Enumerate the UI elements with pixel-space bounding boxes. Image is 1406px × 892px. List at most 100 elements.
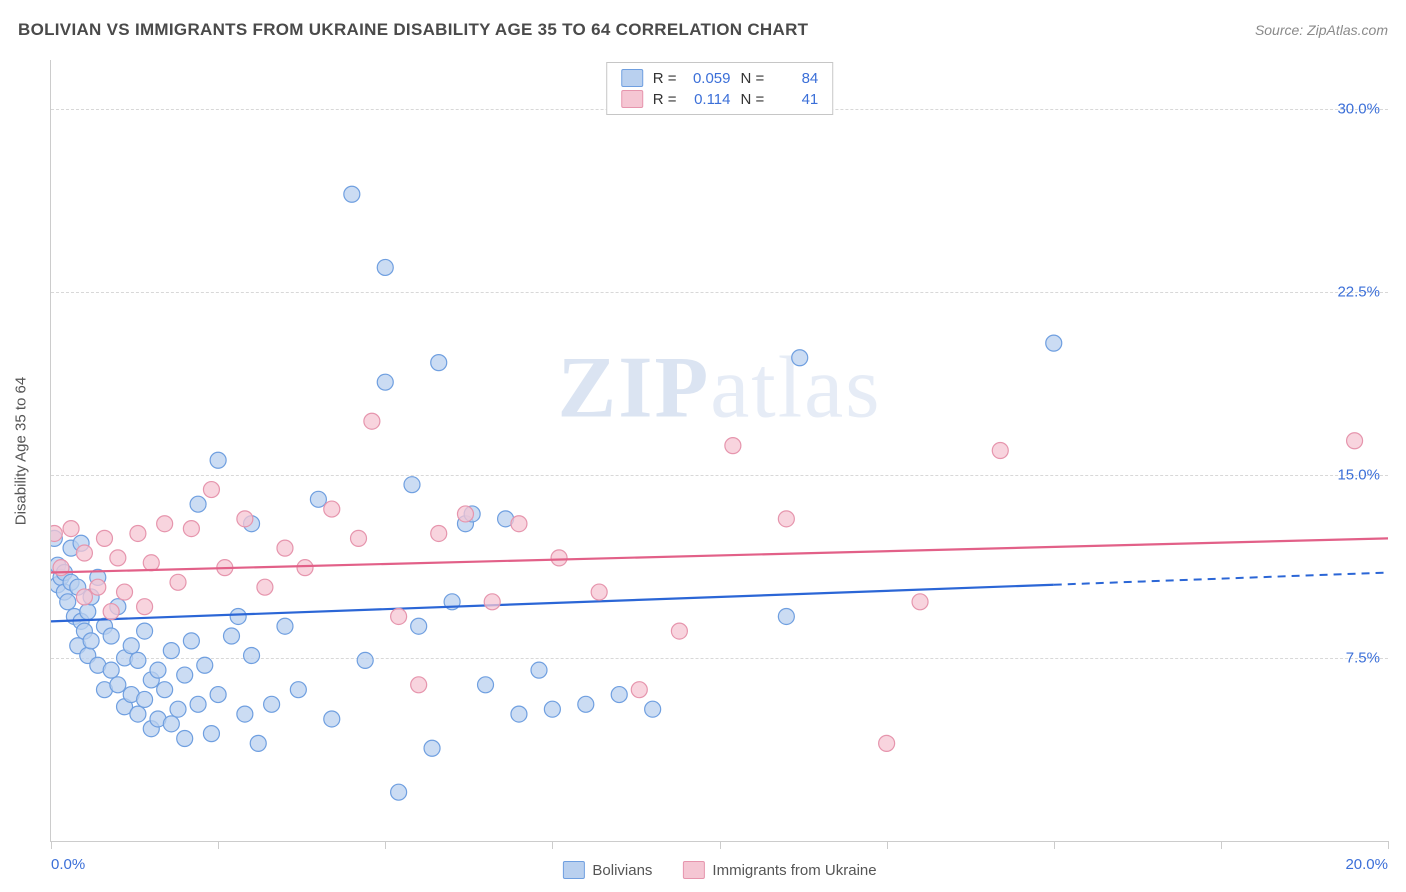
bolivians-point: [431, 355, 447, 371]
ukraine-point: [351, 530, 367, 546]
bolivians-point: [150, 662, 166, 678]
bolivians-point: [163, 643, 179, 659]
bolivians-point: [792, 350, 808, 366]
stats-n-label: N = 84: [741, 70, 819, 87]
chart-plot-area: ZIPatlas Disability Age 35 to 64 R = 0.0…: [50, 60, 1388, 842]
ukraine-point: [391, 608, 407, 624]
stats-n-label: N = 41: [741, 91, 819, 108]
ukraine-point: [117, 584, 133, 600]
bolivians-swatch-icon: [562, 861, 584, 879]
x-tick: [1388, 841, 1389, 849]
bolivians-point: [190, 696, 206, 712]
bolivians-point: [183, 633, 199, 649]
ukraine-point: [76, 545, 92, 561]
ukraine-point: [591, 584, 607, 600]
ukraine-point: [137, 599, 153, 615]
bolivians-swatch-icon: [621, 69, 643, 87]
chart-source: Source: ZipAtlas.com: [1255, 22, 1388, 38]
bolivians-point: [264, 696, 280, 712]
bolivians-point: [210, 687, 226, 703]
ukraine-point: [51, 525, 62, 541]
bolivians-trendline: [51, 585, 1054, 622]
bolivians-point: [290, 682, 306, 698]
bolivians-point: [80, 604, 96, 620]
ukraine-point: [551, 550, 567, 566]
bolivians-point: [130, 706, 146, 722]
ukraine-point: [90, 579, 106, 595]
chart-title: BOLIVIAN VS IMMIGRANTS FROM UKRAINE DISA…: [18, 20, 808, 40]
bolivians-point: [611, 687, 627, 703]
bolivians-point: [250, 735, 266, 751]
bolivians-point: [230, 608, 246, 624]
bolivians-point: [244, 648, 260, 664]
x-tick-label: 0.0%: [51, 856, 85, 873]
bolivians-point: [177, 667, 193, 683]
ukraine-point: [511, 516, 527, 532]
ukraine-point: [183, 521, 199, 537]
ukraine-point: [778, 511, 794, 527]
bolivians-point: [137, 623, 153, 639]
bolivians-point: [511, 706, 527, 722]
bolivians-point: [411, 618, 427, 634]
ukraine-point: [364, 413, 380, 429]
x-tick: [51, 841, 52, 849]
bolivians-point: [357, 652, 373, 668]
ukraine-point: [277, 540, 293, 556]
legend-item-ukraine: Immigrants from Ukraine: [682, 861, 876, 879]
bolivians-point: [223, 628, 239, 644]
stats-r-label: R = 0.059: [653, 70, 731, 87]
ukraine-point: [110, 550, 126, 566]
bolivians-point: [110, 677, 126, 693]
x-tick: [218, 841, 219, 849]
x-tick: [1054, 841, 1055, 849]
bolivians-point: [277, 618, 293, 634]
ukraine-point: [76, 589, 92, 605]
x-tick: [385, 841, 386, 849]
ukraine-point: [203, 482, 219, 498]
bolivians-trendline-extrapolated: [1054, 573, 1388, 585]
y-axis-label: Disability Age 35 to 64: [13, 376, 30, 524]
ukraine-point: [237, 511, 253, 527]
bolivians-point: [377, 374, 393, 390]
bolivians-point: [1046, 335, 1062, 351]
bolivians-point: [103, 628, 119, 644]
bolivians-point: [324, 711, 340, 727]
ukraine-point: [484, 594, 500, 610]
ukraine-point: [411, 677, 427, 693]
chart-header: BOLIVIAN VS IMMIGRANTS FROM UKRAINE DISA…: [18, 20, 1388, 40]
x-tick: [887, 841, 888, 849]
bolivians-point: [103, 662, 119, 678]
bolivians-point: [424, 740, 440, 756]
ukraine-point: [1347, 433, 1363, 449]
stats-legend-row: R = 0.059 N = 84: [621, 69, 819, 87]
bolivians-point: [197, 657, 213, 673]
bolivians-point: [478, 677, 494, 693]
x-tick-label: 20.0%: [1345, 856, 1388, 873]
bolivians-point: [531, 662, 547, 678]
ukraine-point: [96, 530, 112, 546]
bolivians-point: [123, 638, 139, 654]
ukraine-point: [457, 506, 473, 522]
bolivians-point: [130, 652, 146, 668]
ukraine-trendline: [51, 538, 1388, 572]
bolivians-point: [177, 730, 193, 746]
bolivians-point: [157, 682, 173, 698]
ukraine-point: [725, 438, 741, 454]
ukraine-point: [297, 560, 313, 576]
legend-label: Immigrants from Ukraine: [712, 862, 876, 879]
ukraine-point: [143, 555, 159, 571]
bolivians-point: [544, 701, 560, 717]
ukraine-point: [324, 501, 340, 517]
ukraine-point: [103, 604, 119, 620]
bolivians-point: [60, 594, 76, 610]
bolivians-point: [203, 726, 219, 742]
bolivians-point: [377, 259, 393, 275]
ukraine-point: [170, 574, 186, 590]
bolivians-point: [578, 696, 594, 712]
bolivians-point: [237, 706, 253, 722]
bolivians-point: [163, 716, 179, 732]
stats-r-label: R = 0.114: [653, 91, 731, 108]
ukraine-point: [992, 443, 1008, 459]
bolivians-point: [170, 701, 186, 717]
legend-label: Bolivians: [592, 862, 652, 879]
